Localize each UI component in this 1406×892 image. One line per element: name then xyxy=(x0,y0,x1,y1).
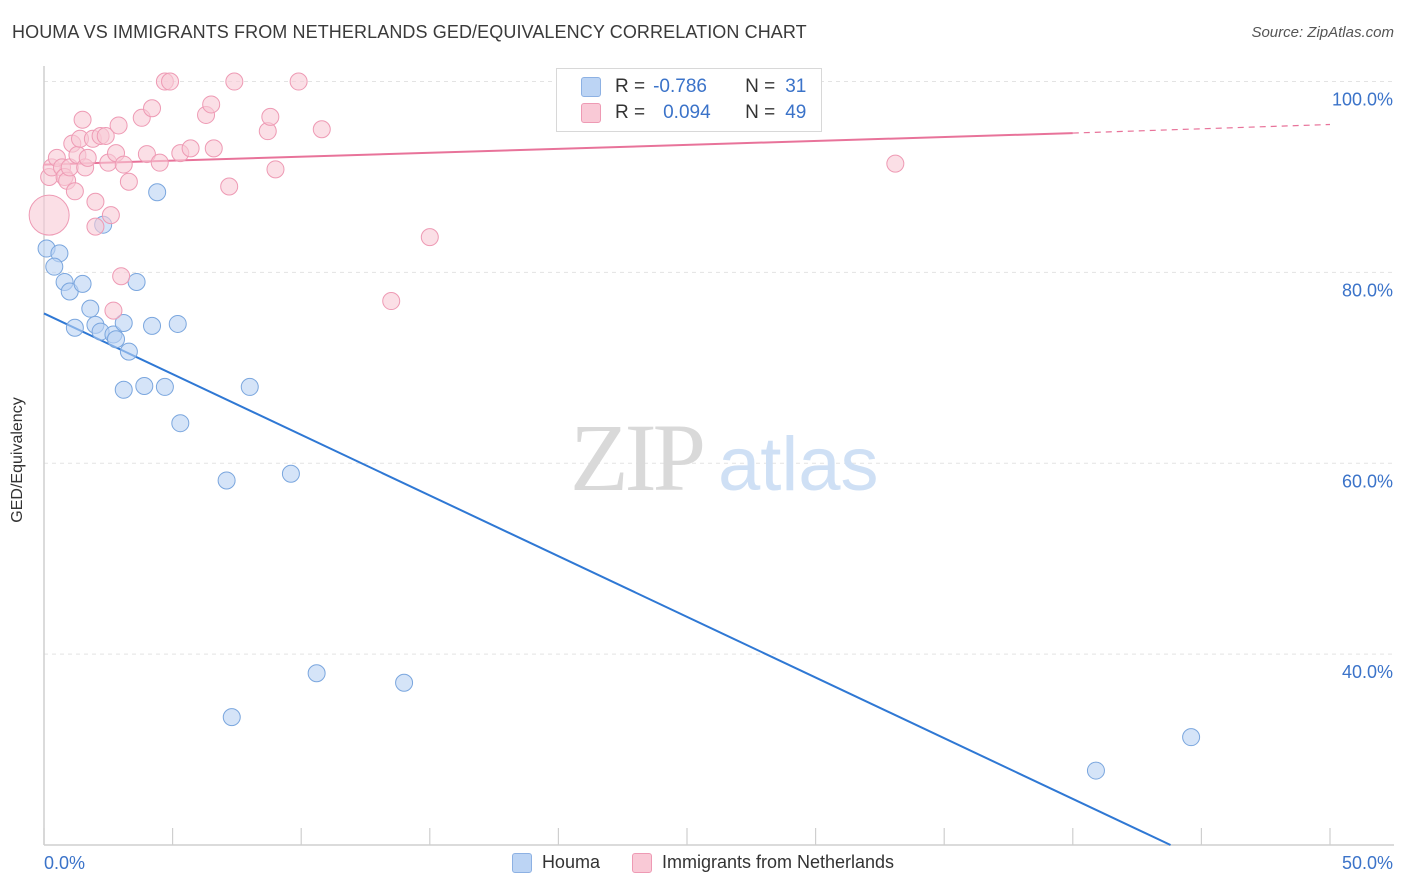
point-houma-12 xyxy=(107,330,126,349)
point-netherlands-43 xyxy=(266,160,285,179)
point-houma-21 xyxy=(171,414,190,433)
y-tick-label-1: 60.0% xyxy=(1342,471,1393,491)
legend-item-netherlands[interactable]: Immigrants from Netherlands xyxy=(631,852,895,873)
point-netherlands-25 xyxy=(114,155,133,174)
legend-n-label: N = xyxy=(745,102,776,123)
point-netherlands-12 xyxy=(73,110,92,129)
point-netherlands-16 xyxy=(86,192,105,211)
legend-r-value-netherlands: 0.094 xyxy=(663,102,711,123)
legend-label-netherlands: Immigrants from Netherlands xyxy=(661,852,895,872)
legend-swatch-houma xyxy=(511,852,532,873)
y-tick-label-3: 100.0% xyxy=(1332,90,1393,110)
point-houma-26 xyxy=(307,664,326,683)
point-houma-14 xyxy=(119,342,138,361)
y-tick-label-2: 80.0% xyxy=(1342,280,1393,300)
chart-source: Source: ZipAtlas.com xyxy=(1251,24,1394,41)
point-houma-13 xyxy=(114,313,133,332)
point-netherlands-33 xyxy=(161,72,180,91)
point-netherlands-17 xyxy=(86,217,105,236)
point-netherlands-26 xyxy=(119,172,138,191)
point-houma-20 xyxy=(240,377,259,396)
point-netherlands-30 xyxy=(143,99,162,118)
point-houma-8 xyxy=(81,299,100,318)
point-houma-25 xyxy=(148,183,167,202)
point-netherlands-37 xyxy=(202,95,221,114)
data-points xyxy=(28,72,1201,780)
legend-r-label: R = xyxy=(615,76,646,97)
point-houma-15 xyxy=(143,316,162,335)
legend-n-value-houma: 31 xyxy=(785,76,807,97)
trend-line-netherlands xyxy=(43,132,1073,166)
point-houma-27 xyxy=(395,673,414,692)
point-netherlands-0 xyxy=(28,194,70,236)
point-netherlands-31 xyxy=(150,153,169,172)
legend-label-houma: Houma xyxy=(541,852,600,872)
point-netherlands-38 xyxy=(204,139,223,158)
watermark: ZIP atlas xyxy=(570,404,879,511)
legend-r-label: R = xyxy=(615,102,646,123)
point-netherlands-29 xyxy=(137,145,156,164)
series-legend: Houma Immigrants from Netherlands xyxy=(0,852,1406,873)
trend-line-netherlands-extension xyxy=(1072,123,1331,134)
stats-legend: R = -0.786 N = 31 R = 0.094 N = 49 xyxy=(556,68,822,132)
point-netherlands-48 xyxy=(886,154,905,173)
trend-lines xyxy=(43,123,1331,846)
legend-swatch-netherlands xyxy=(631,852,652,873)
point-houma-18 xyxy=(135,376,154,395)
point-netherlands-46 xyxy=(382,292,401,311)
point-netherlands-9 xyxy=(65,182,84,201)
legend-row-netherlands: R = 0.094 N = 49 xyxy=(581,101,806,125)
point-netherlands-40 xyxy=(225,72,244,91)
watermark-zip: ZIP xyxy=(570,404,703,511)
x-tick-label-min: 0.0% xyxy=(44,853,85,873)
point-netherlands-14 xyxy=(78,148,97,167)
point-netherlands-24 xyxy=(112,267,131,286)
legend-item-houma[interactable]: Houma xyxy=(511,852,600,873)
point-houma-29 xyxy=(1086,761,1105,780)
grid-lines xyxy=(44,81,1394,655)
trend-line-houma xyxy=(43,312,1171,846)
point-houma-23 xyxy=(281,464,300,483)
point-houma-22 xyxy=(217,471,236,490)
legend-n-label: N = xyxy=(745,76,776,97)
point-netherlands-21 xyxy=(101,206,120,225)
point-netherlands-47 xyxy=(420,228,439,247)
legend-row-houma: R = -0.786 N = 31 xyxy=(581,75,806,99)
point-houma-5 xyxy=(73,274,92,293)
point-netherlands-27 xyxy=(104,301,123,320)
point-houma-17 xyxy=(114,380,133,399)
legend-swatch-netherlands xyxy=(581,103,601,123)
point-netherlands-23 xyxy=(109,116,128,135)
legend-r-value-houma: -0.786 xyxy=(653,76,707,97)
point-netherlands-45 xyxy=(312,120,331,139)
point-netherlands-44 xyxy=(289,72,308,91)
point-houma-7 xyxy=(65,318,84,337)
y-tick-label-0: 40.0% xyxy=(1342,662,1393,682)
point-houma-19 xyxy=(155,377,174,396)
point-netherlands-39 xyxy=(220,177,239,196)
chart-title: HOUMA VS IMMIGRANTS FROM NETHERLANDS GED… xyxy=(12,22,807,42)
tick-labels: 40.0% 60.0% 80.0% 100.0% 0.0% 50.0% xyxy=(44,90,1393,873)
point-netherlands-35 xyxy=(181,139,200,158)
point-houma-16 xyxy=(168,314,187,333)
watermark-atlas: atlas xyxy=(718,422,879,507)
point-netherlands-19 xyxy=(96,126,115,145)
y-axis-label: GED/Equivalency xyxy=(9,397,26,523)
point-houma-2 xyxy=(45,257,64,276)
legend-swatch-houma xyxy=(581,77,601,97)
legend-n-value-netherlands: 49 xyxy=(785,102,807,123)
point-houma-30 xyxy=(1182,728,1201,747)
x-tick-label-max: 50.0% xyxy=(1342,853,1393,873)
point-netherlands-42 xyxy=(261,107,280,126)
point-houma-28 xyxy=(222,708,241,727)
point-houma-6 xyxy=(127,272,146,291)
